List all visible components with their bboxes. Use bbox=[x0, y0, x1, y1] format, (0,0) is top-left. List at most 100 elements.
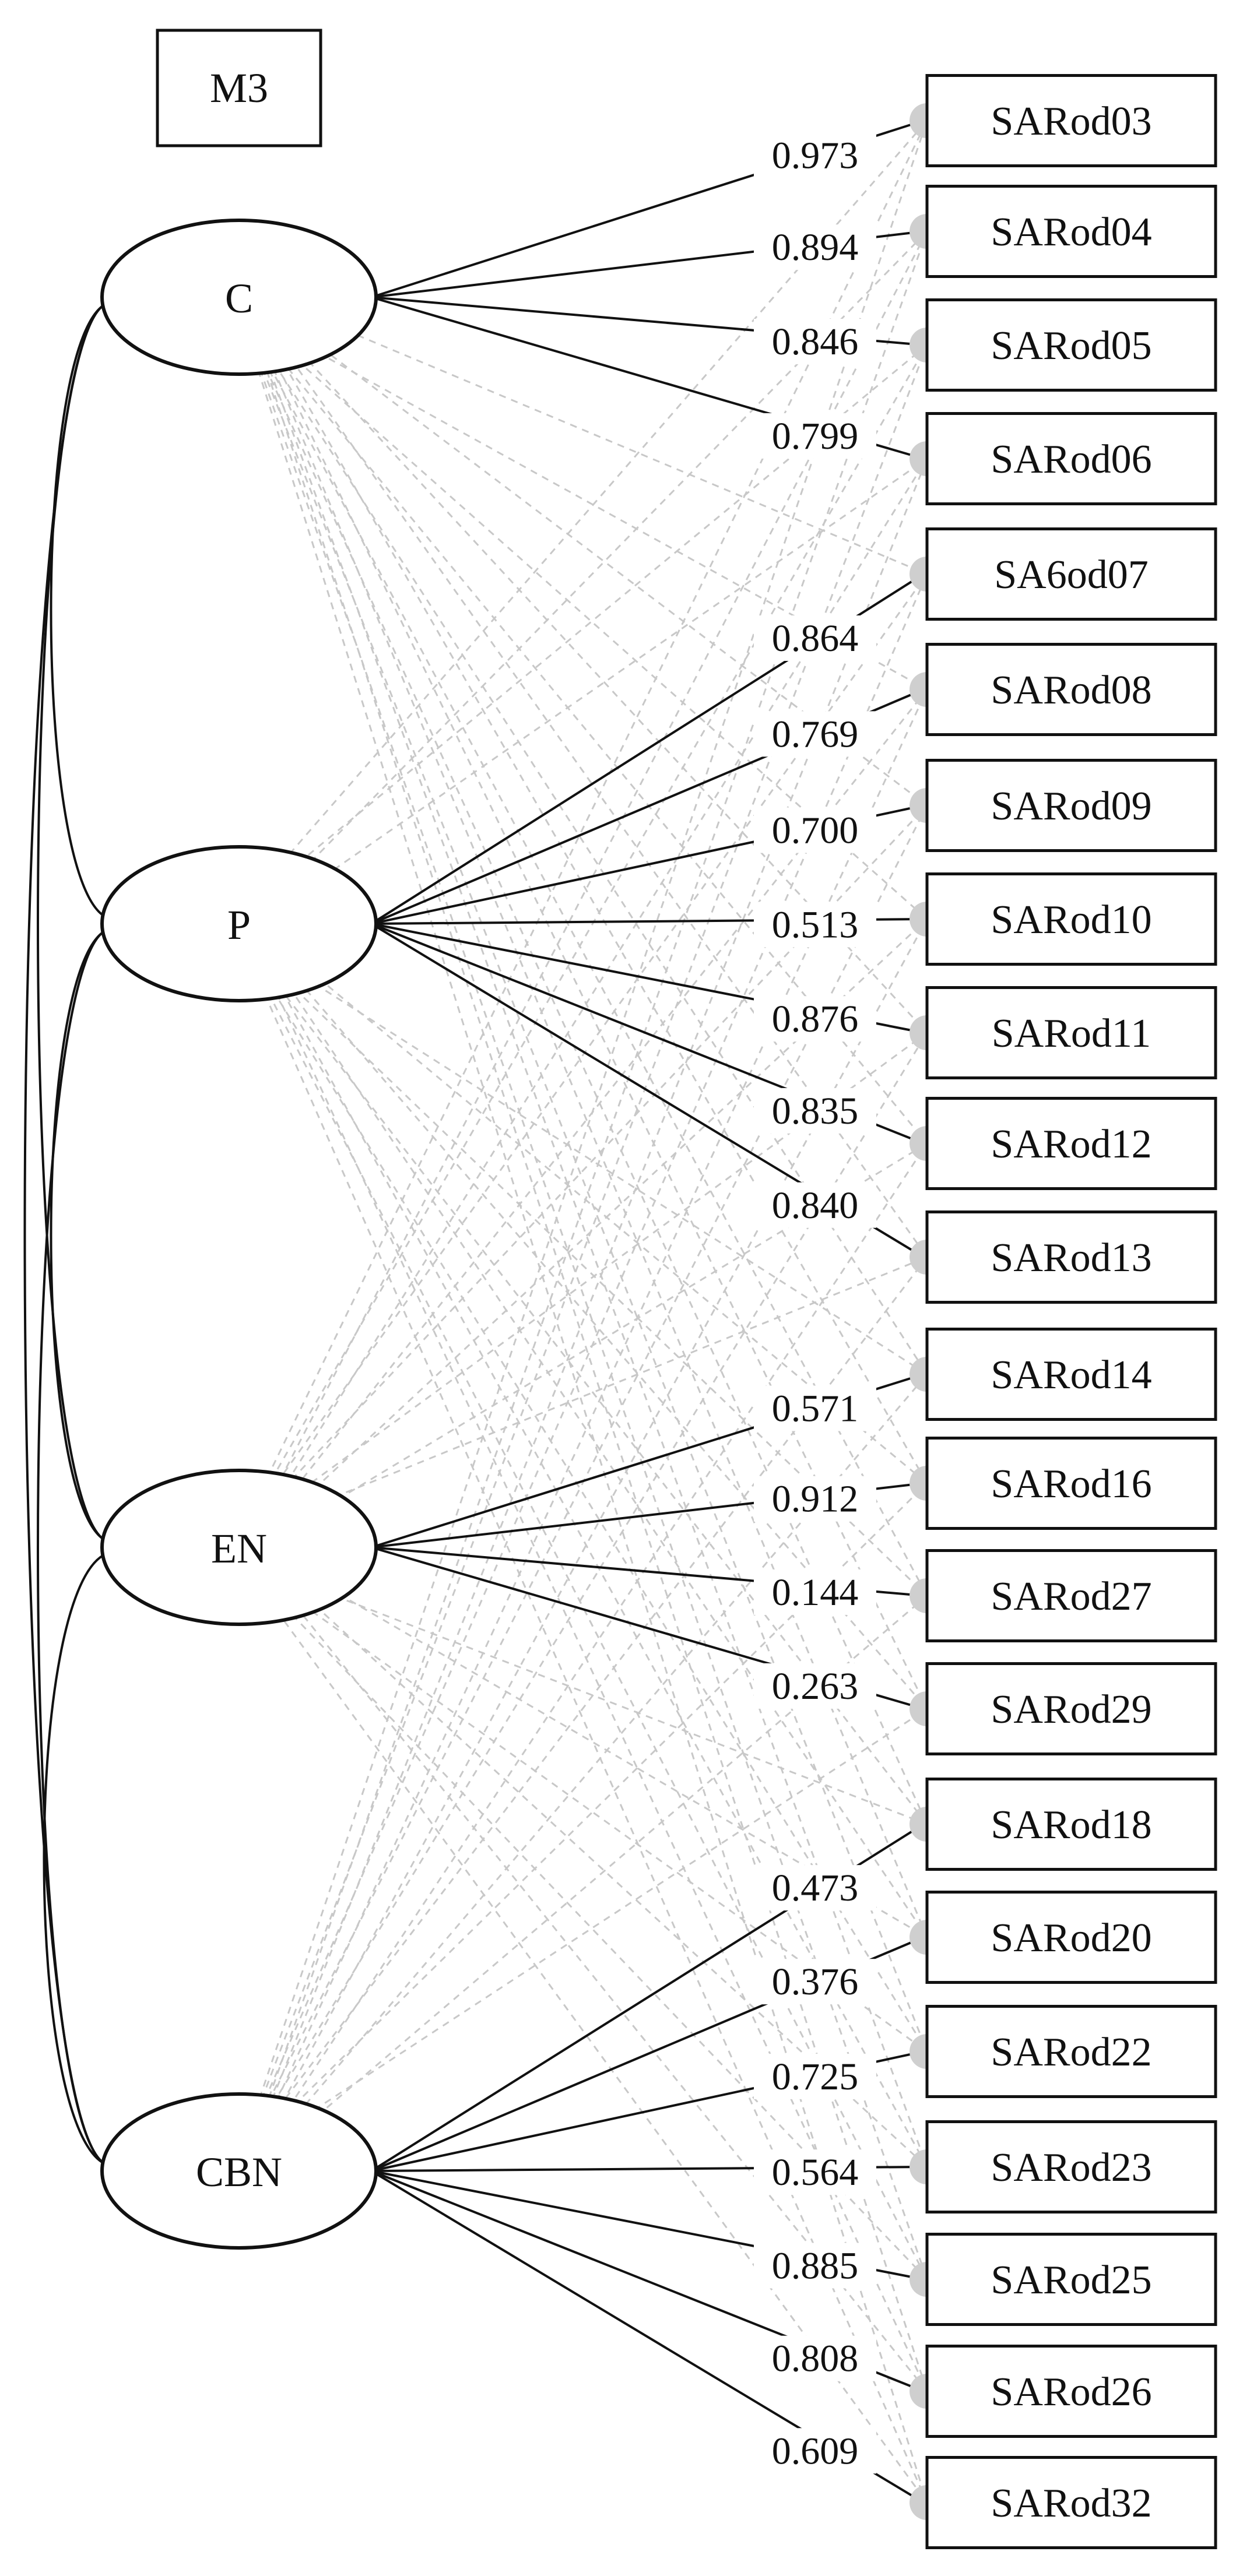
cross-loading-line bbox=[238, 284, 928, 1034]
latent-c: C bbox=[100, 219, 378, 376]
loading-label-bg bbox=[753, 1959, 876, 2005]
loading-value: 0.376 bbox=[772, 1961, 859, 2003]
cross-loading-line bbox=[238, 573, 928, 1536]
indicator-sarod08: SARod08 bbox=[925, 643, 1217, 736]
indicator-label: SARod22 bbox=[991, 2030, 1151, 2075]
indicator-label: SARod25 bbox=[991, 2258, 1151, 2303]
residual-mark bbox=[910, 2149, 927, 2184]
cross-loading-line bbox=[238, 1595, 928, 2184]
indicator-sarod04: SARod04 bbox=[925, 185, 1217, 278]
latent-ellipse bbox=[100, 2092, 378, 2250]
latent-ellipse bbox=[100, 219, 378, 376]
loading-value: 0.725 bbox=[772, 2056, 859, 2098]
cross-loading-line bbox=[238, 285, 928, 2392]
loading-label-bg bbox=[753, 224, 876, 270]
latent-label: C bbox=[225, 275, 253, 322]
indicator-label: SARod06 bbox=[991, 437, 1151, 482]
indicator-sarod09: SARod09 bbox=[925, 759, 1217, 852]
residual-mark bbox=[910, 103, 927, 138]
loading-label-bg bbox=[753, 1182, 876, 1228]
cross-loading-line bbox=[238, 1032, 928, 2160]
covariance-arc-c-p bbox=[50, 298, 114, 919]
cross-loading-line bbox=[238, 308, 928, 2280]
indicator-sarod29: SARod29 bbox=[925, 1662, 1217, 1755]
indicator-label: SARod32 bbox=[991, 2481, 1151, 2526]
indicator-sarod11: SARod11 bbox=[925, 986, 1217, 1079]
cross-loading-line bbox=[238, 805, 928, 2160]
indicator-box bbox=[925, 986, 1217, 1079]
residual-mark bbox=[910, 2034, 927, 2069]
cross-loading-line bbox=[238, 1535, 928, 2168]
indicator-sarod32: SARod32 bbox=[925, 2456, 1217, 2549]
indicator-box bbox=[925, 2456, 1217, 2549]
indicator-box bbox=[925, 759, 1217, 852]
residual-mark bbox=[910, 441, 927, 476]
loading-value: 0.885 bbox=[772, 2244, 859, 2287]
residual-mark bbox=[910, 2262, 927, 2297]
loading-label-bg bbox=[753, 2149, 876, 2195]
latent-ellipse bbox=[100, 1469, 378, 1626]
loading-label-bg bbox=[753, 902, 876, 948]
indicator-label: SARod08 bbox=[991, 668, 1151, 713]
residual-mark bbox=[910, 1807, 927, 1842]
loading-value: 0.835 bbox=[772, 1090, 859, 1132]
indicator-sarod22: SARod22 bbox=[925, 2005, 1217, 2098]
loading-value: 0.144 bbox=[772, 1571, 859, 1614]
loading-label-bg bbox=[753, 319, 876, 365]
latent-factors: C P EN CBN bbox=[100, 219, 378, 2250]
latent-en: EN bbox=[100, 1469, 378, 1626]
cross-loading-line bbox=[238, 935, 928, 2503]
loading-value: 0.973 bbox=[772, 135, 859, 177]
indicator-sarod12: SARod12 bbox=[925, 1097, 1217, 1190]
loading-label-bg bbox=[753, 996, 876, 1042]
loading-value: 0.808 bbox=[772, 2338, 859, 2380]
indicator-box bbox=[925, 1549, 1217, 1642]
indicator-label: SARod23 bbox=[991, 2145, 1151, 2190]
indicator-box bbox=[925, 2120, 1217, 2213]
indicator-label: SARod05 bbox=[991, 323, 1151, 368]
indicator-label: SARod13 bbox=[991, 1236, 1151, 1280]
indicator-box bbox=[925, 1891, 1217, 1984]
indicator-box bbox=[925, 298, 1217, 392]
cross-loading-line bbox=[238, 285, 928, 2167]
loading-value: 0.846 bbox=[772, 321, 859, 363]
loading-value: 0.864 bbox=[772, 617, 859, 660]
indicator-sarod05: SARod05 bbox=[925, 298, 1217, 392]
cross-loading-line bbox=[238, 912, 928, 1938]
model-label-box: M3 bbox=[156, 29, 322, 147]
indicator-box bbox=[925, 2345, 1217, 2438]
covariance-arc-en-cbn bbox=[43, 1549, 114, 2166]
residual-mark bbox=[910, 2374, 927, 2409]
covariance-arc-p-cbn bbox=[37, 925, 114, 2166]
loading-label-bg bbox=[753, 1865, 876, 1911]
loading-label-bg bbox=[753, 615, 876, 661]
residual-mark bbox=[910, 328, 927, 363]
residual-mark bbox=[910, 1578, 927, 1613]
residual-mark bbox=[910, 1357, 927, 1392]
cross-loading-line bbox=[238, 1256, 928, 1537]
cross-loading-line bbox=[238, 231, 928, 2183]
indicator-label: SARod14 bbox=[991, 1353, 1151, 1398]
indicator-label: SARod03 bbox=[991, 99, 1151, 144]
indicator-label: SA6od07 bbox=[994, 552, 1148, 597]
indicator-box bbox=[925, 412, 1217, 505]
indicator-sarod23: SARod23 bbox=[925, 2120, 1217, 2213]
latent-ellipse bbox=[100, 845, 378, 1002]
residual-mark bbox=[910, 2485, 927, 2520]
residual-mark bbox=[910, 902, 927, 937]
covariance-arc-p-en bbox=[50, 925, 114, 1543]
loading-label-bg bbox=[753, 2053, 876, 2099]
loading-value: 0.473 bbox=[772, 1867, 859, 1909]
cross-loading-line bbox=[238, 1558, 928, 2503]
latent-p: P bbox=[100, 845, 378, 1002]
loading-label-bg bbox=[753, 807, 876, 853]
loading-value: 0.700 bbox=[772, 810, 859, 852]
loading-value: 0.513 bbox=[772, 903, 859, 946]
indicator-label: SARod12 bbox=[991, 1122, 1151, 1167]
indicator-sarod18: SARod18 bbox=[925, 1778, 1217, 1871]
indicator-sarod14: SARod14 bbox=[925, 1328, 1217, 1421]
cross-loading-line bbox=[238, 284, 928, 575]
cross-loading-line bbox=[238, 1708, 928, 2160]
indicator-sarod10: SARod10 bbox=[925, 872, 1217, 966]
